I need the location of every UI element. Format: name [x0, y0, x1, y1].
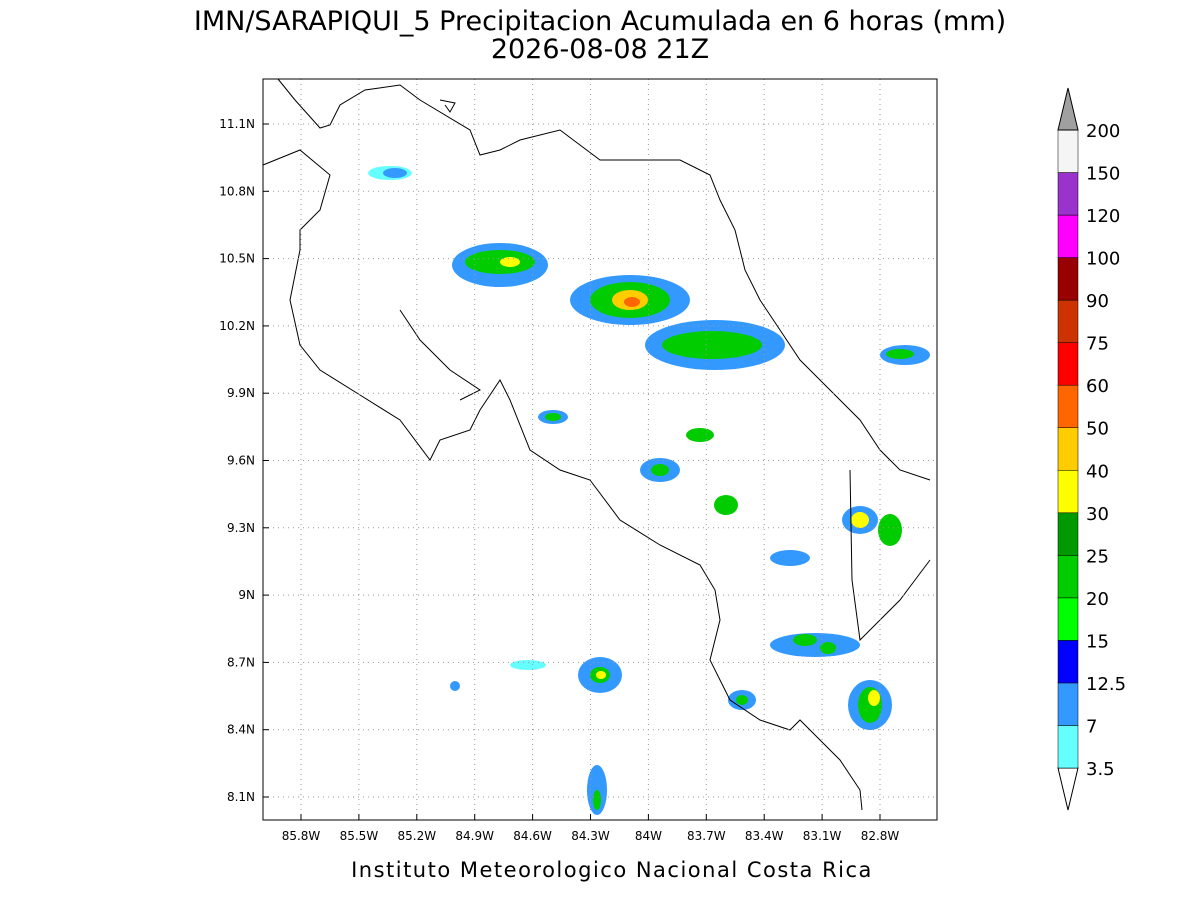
lon-label: 84.6W	[513, 829, 552, 843]
subtitle: 2026-08-08 21Z	[491, 34, 709, 65]
colorbar-box	[1057, 597, 1079, 641]
colorbar-label: 30	[1086, 504, 1109, 525]
colorbar-label: 20	[1086, 589, 1109, 610]
colorbar-label: 200	[1086, 121, 1120, 142]
colorbar-label: 75	[1086, 334, 1109, 355]
colorbar-box	[1057, 725, 1079, 769]
map-frame	[262, 78, 938, 821]
precipitation-field	[368, 166, 930, 815]
colorbar: 3.5 7 12.5 15 20 25 30 40 50 60 75 90 100 120 150 200	[1057, 87, 1126, 811]
colorbar-box	[1057, 342, 1079, 386]
colorbar-label: 50	[1086, 419, 1109, 440]
colorbar-box	[1057, 214, 1079, 258]
colorbar-box	[1057, 512, 1079, 556]
colorbar-box	[1057, 299, 1079, 343]
grid: 85.8W 85.5W 85.2W 84.9W 84.6W 84.3W 84W 83.7W 83…	[219, 79, 937, 843]
colorbar-box	[1057, 257, 1079, 301]
colorbar-label: 120	[1086, 206, 1120, 227]
colorbar-box	[1057, 427, 1079, 471]
lon-label: 83.4W	[745, 829, 784, 843]
lat-label: 10.8N	[219, 184, 255, 198]
lat-label: 9.3N	[227, 521, 255, 535]
colorbar-label: 15	[1086, 631, 1109, 652]
colorbar-box	[1057, 129, 1079, 173]
lon-label: 82.8W	[861, 829, 900, 843]
lat-label: 9.9N	[227, 386, 255, 400]
colorbar-label: 100	[1086, 249, 1120, 270]
lat-label: 10.5N	[219, 252, 255, 266]
coastline	[262, 78, 931, 811]
lon-label: 84W	[635, 829, 662, 843]
colorbar-label: 25	[1086, 546, 1109, 567]
colorbar-box	[1057, 384, 1079, 428]
footer: Instituto Meteorologico Nacional Costa R…	[351, 858, 873, 882]
colorbar-arrow	[1057, 87, 1079, 131]
lat-label: 8.4N	[227, 723, 255, 737]
lon-label: 83.7W	[687, 829, 726, 843]
colorbar-box	[1057, 555, 1079, 599]
lat-label: 11.1N	[219, 117, 255, 131]
lon-label: 85.2W	[398, 829, 437, 843]
colorbar-label: 90	[1086, 291, 1109, 312]
lon-label: 84.3W	[571, 829, 610, 843]
colorbar-box	[1057, 172, 1079, 216]
colorbar-label: 12.5	[1086, 674, 1126, 695]
colorbar-label: 3.5	[1086, 759, 1115, 780]
colorbar-box	[1057, 470, 1079, 514]
title: IMN/SARAPIQUI_5 Precipitacion Acumulada …	[194, 6, 1006, 37]
colorbar-label: 40	[1086, 461, 1109, 482]
lat-label: 9N	[238, 588, 255, 602]
lat-label: 9.6N	[227, 454, 255, 468]
colorbar-label: 7	[1086, 716, 1097, 737]
lon-label: 85.8W	[282, 829, 321, 843]
colorbar-arrow	[1057, 767, 1079, 811]
lon-label: 85.5W	[340, 829, 379, 843]
lat-label: 8.7N	[227, 655, 255, 669]
colorbar-box	[1057, 682, 1079, 726]
colorbar-label: 60	[1086, 376, 1109, 397]
lon-label: 83.1W	[803, 829, 842, 843]
lat-label: 10.2N	[219, 319, 255, 333]
colorbar-box	[1057, 640, 1079, 684]
lon-label: 84.9W	[455, 829, 494, 843]
lat-label: 8.1N	[227, 790, 255, 804]
colorbar-label: 150	[1086, 164, 1120, 185]
